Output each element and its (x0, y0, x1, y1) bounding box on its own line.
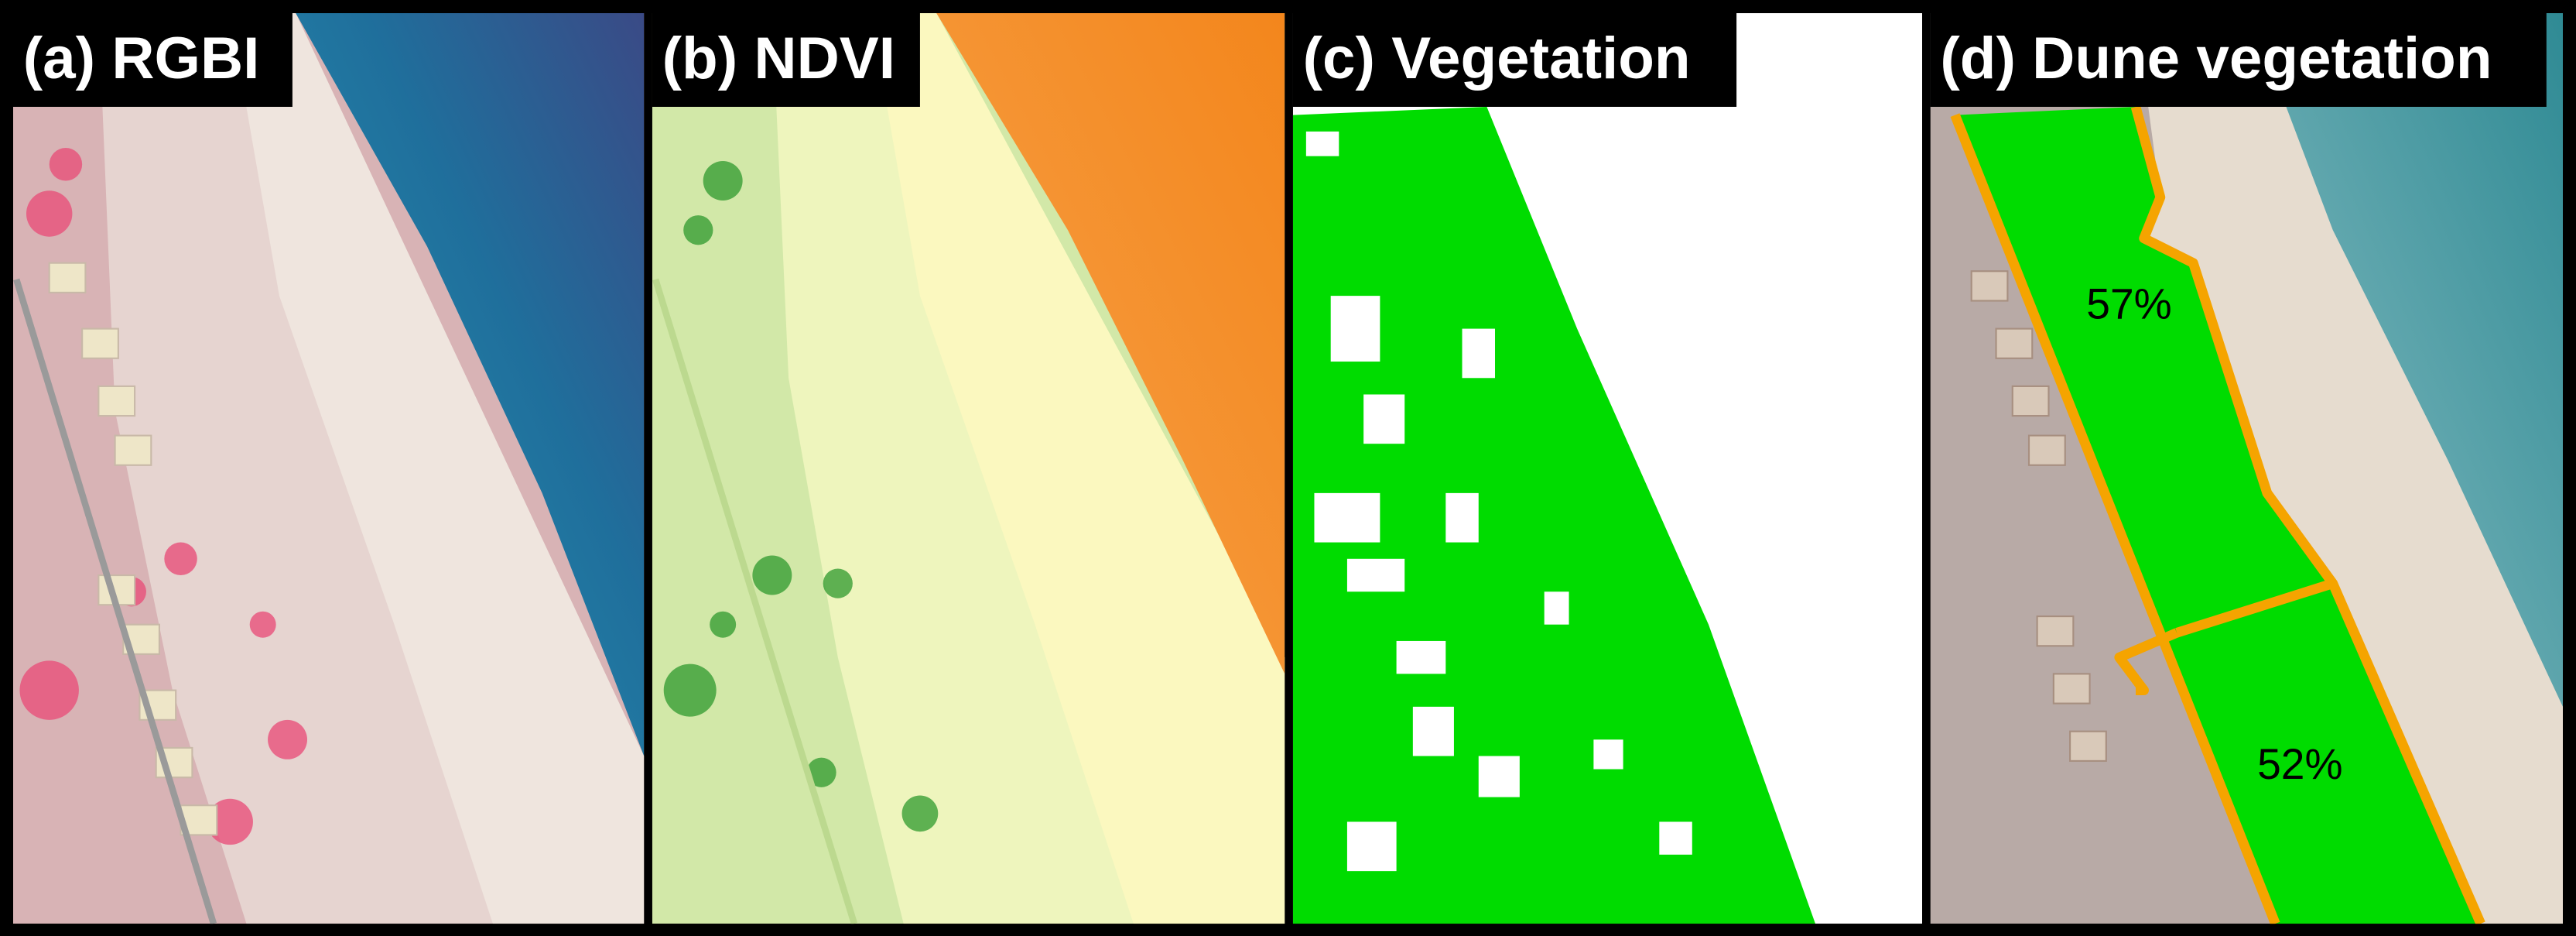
road (13, 278, 217, 924)
panel-vegetation (1292, 12, 1923, 924)
vegetation-patches (19, 148, 308, 845)
dune-percentage: 52% (2257, 740, 2342, 788)
panel-ndvi (652, 12, 1285, 924)
vegetation-patches (663, 161, 939, 832)
beach (230, 12, 645, 924)
label-box (1292, 12, 1737, 107)
dune-outline (1950, 105, 2485, 924)
houses (1970, 270, 2107, 762)
dune-percentage: 57% (2086, 280, 2171, 328)
sea (2250, 12, 2564, 707)
panel-dune-vegetation: 57% 52% (1930, 12, 2564, 924)
label-box (1930, 12, 2547, 107)
non-vegetation (1305, 131, 1692, 872)
houses (48, 262, 218, 836)
sea (936, 12, 1285, 674)
panel-label: (a) RGBI (23, 26, 260, 91)
sea (296, 12, 645, 756)
panel-label: (c) Vegetation (1303, 26, 1691, 91)
panel-label: (d) Dune vegetation (1940, 26, 2492, 91)
road (652, 278, 858, 924)
dune-vegetation (1955, 106, 2481, 924)
label-box (652, 12, 920, 107)
panel-label: (b) NDVI (662, 26, 895, 91)
panel-rgbi (12, 12, 645, 924)
beach (871, 12, 1285, 924)
label-box (12, 12, 292, 107)
